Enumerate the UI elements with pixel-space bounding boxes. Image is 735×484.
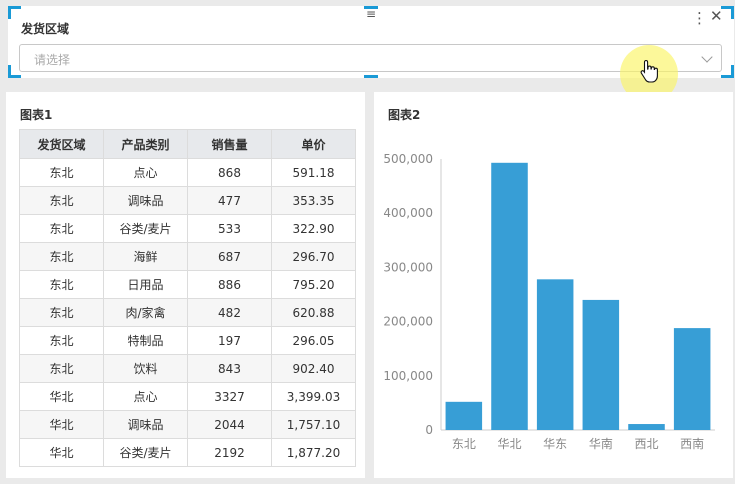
chart-panel-title: 图表2 — [388, 108, 421, 122]
table-row: 东北 点心 868 591.18 — [19, 158, 356, 187]
bar-东北[interactable] — [445, 401, 483, 430]
x-tick-label: 西南 — [680, 436, 704, 451]
table-cell: 海鲜 — [103, 242, 188, 271]
x-tick-label: 西北 — [634, 437, 658, 451]
table-cell: 886 — [187, 270, 272, 299]
table-cell: 东北 — [19, 326, 104, 355]
table-cell: 3327 — [187, 382, 272, 411]
table-cell: 296.05 — [271, 326, 356, 355]
table-cell: 特制品 — [103, 326, 188, 355]
bar-华东[interactable] — [536, 279, 574, 430]
x-tick-label: 华北 — [497, 437, 521, 451]
table-cell: 477 — [187, 186, 272, 215]
region-filter-widget: ≡ 发货区域 ⋮ ✕ 请选择 — [8, 6, 734, 78]
y-tick-label: 100,000 — [383, 369, 433, 383]
table-cell: 东北 — [19, 270, 104, 299]
y-tick-label: 300,000 — [383, 260, 433, 274]
resize-handle-bottom[interactable] — [364, 75, 378, 78]
table-cell: 谷类/麦片 — [103, 438, 188, 467]
sales-table: 发货区域 产品类别 销售量 单价 东北 点心 868 591.18 东北 调味品 477 35… — [19, 129, 356, 467]
table-cell: 591.18 — [271, 158, 356, 187]
region-select[interactable]: 请选择 — [19, 44, 722, 72]
table-row: 东北 海鲜 687 296.70 — [19, 242, 356, 271]
more-options-icon[interactable]: ⋮ — [692, 9, 707, 27]
selection-corner[interactable] — [721, 6, 734, 19]
bar-华南[interactable] — [582, 299, 620, 430]
x-tick-label: 华东 — [543, 437, 567, 451]
column-header[interactable]: 单价 — [271, 129, 356, 159]
bar-西南[interactable] — [673, 328, 711, 430]
table-header-row: 发货区域 产品类别 销售量 单价 — [19, 129, 356, 159]
table-row: 东北 特制品 197 296.05 — [19, 326, 356, 355]
table-cell: 调味品 — [103, 410, 188, 439]
table-row: 东北 饮料 843 902.40 — [19, 354, 356, 383]
table-cell: 东北 — [19, 158, 104, 187]
y-tick-label: 200,000 — [383, 315, 433, 329]
selection-corner[interactable] — [721, 65, 734, 78]
table-cell: 2044 — [187, 410, 272, 439]
table-cell: 谷类/麦片 — [103, 214, 188, 243]
table-cell: 620.88 — [271, 298, 356, 327]
table-cell: 点心 — [103, 158, 188, 187]
table-cell: 东北 — [19, 214, 104, 243]
close-icon[interactable]: ✕ — [710, 7, 723, 25]
table-cell: 东北 — [19, 298, 104, 327]
table-cell: 322.90 — [271, 214, 356, 243]
table-cell: 饮料 — [103, 354, 188, 383]
table-cell: 1,757.10 — [271, 410, 356, 439]
table-row: 华北 点心 3327 3,399.03 — [19, 382, 356, 411]
bar-chart: 0 100,000 200,000 300,000 400,000 500,000 东北 华北… — [383, 152, 715, 451]
table-cell: 日用品 — [103, 270, 188, 299]
table-cell: 296.70 — [271, 242, 356, 271]
filter-title: 发货区域 — [21, 22, 70, 36]
bar-华北[interactable] — [491, 162, 528, 430]
table-cell: 调味品 — [103, 186, 188, 215]
table-cell: 1,877.20 — [271, 438, 356, 467]
table-cell: 353.35 — [271, 186, 356, 215]
table-cell: 902.40 — [271, 354, 356, 383]
table-cell: 华北 — [19, 410, 104, 439]
drag-handle-icon[interactable]: ≡ — [366, 7, 377, 21]
table-row: 东北 日用品 886 795.20 — [19, 270, 356, 299]
table-cell: 533 — [187, 214, 272, 243]
y-tick-label: 0 — [425, 423, 433, 437]
resize-handle-top[interactable] — [364, 6, 378, 9]
table-cell: 868 — [187, 158, 272, 187]
selection-corner[interactable] — [8, 65, 21, 78]
column-header[interactable]: 销售量 — [187, 129, 272, 159]
table-row: 东北 调味品 477 353.35 — [19, 186, 356, 215]
column-header[interactable]: 产品类别 — [103, 129, 188, 159]
table-cell: 华北 — [19, 438, 104, 467]
select-placeholder: 请选择 — [34, 53, 71, 67]
table-cell: 点心 — [103, 382, 188, 411]
table-row: 东北 肉/家禽 482 620.88 — [19, 298, 356, 327]
table-cell: 843 — [187, 354, 272, 383]
table-cell: 197 — [187, 326, 272, 355]
table-row: 华北 调味品 2044 1,757.10 — [19, 410, 356, 439]
bar-西北[interactable] — [628, 424, 665, 430]
chart-panel: 图表2 0 100,000 200,000 300,000 400,000 500,000… — [374, 92, 733, 478]
table-row: 华北 谷类/麦片 2192 1,877.20 — [19, 438, 356, 467]
table-cell: 肉/家禽 — [103, 298, 188, 327]
table-cell: 华北 — [19, 382, 104, 411]
table-cell: 482 — [187, 298, 272, 327]
chevron-down-icon[interactable] — [701, 51, 713, 63]
table-panel: 图表1 发货区域 产品类别 销售量 单价 东北 点心 868 591.18 东北 调味品 4… — [6, 92, 365, 478]
hand-cursor-icon — [640, 59, 658, 83]
selection-corner[interactable] — [8, 6, 21, 19]
table-cell: 东北 — [19, 186, 104, 215]
table-cell: 3,399.03 — [271, 382, 356, 411]
y-tick-label: 500,000 — [383, 152, 433, 166]
table-cell: 东北 — [19, 354, 104, 383]
x-tick-label: 华南 — [589, 436, 613, 451]
table-cell: 795.20 — [271, 270, 356, 299]
y-tick-label: 400,000 — [383, 206, 433, 220]
table-cell: 2192 — [187, 438, 272, 467]
table-cell: 东北 — [19, 242, 104, 271]
table-cell: 687 — [187, 242, 272, 271]
column-header[interactable]: 发货区域 — [19, 129, 104, 159]
table-panel-title: 图表1 — [20, 108, 53, 122]
x-tick-label: 东北 — [452, 437, 476, 451]
table-row: 东北 谷类/麦片 533 322.90 — [19, 214, 356, 243]
